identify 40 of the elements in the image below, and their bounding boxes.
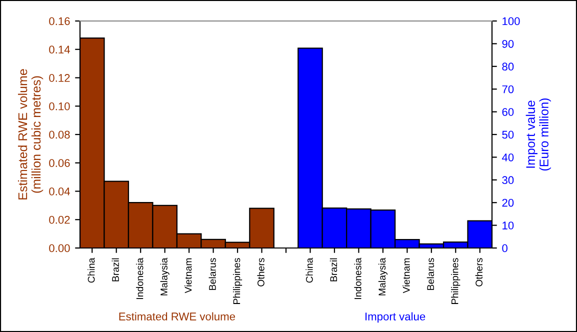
x-tick-label: Belarus: [426, 258, 434, 290]
x-tick-label: Belarus: [208, 258, 216, 290]
y2-tick-label: 60: [502, 108, 514, 116]
y2-tick-label: 30: [502, 176, 514, 184]
y-tick-label: 0.14: [49, 46, 70, 54]
y2-tick-label: 40: [502, 153, 514, 162]
x-tick-label: Indonesia: [136, 258, 144, 299]
y-tick-label: 0.04: [49, 188, 70, 196]
y-tick-label: 0.12: [49, 74, 70, 82]
y-tick-label: 0.00: [49, 244, 70, 252]
y-tick-label: 0.06: [49, 159, 70, 168]
y2-tick-label: 0: [502, 244, 508, 252]
y2-tick-label: 50: [502, 130, 514, 139]
x-tick-label: Malaysia: [378, 258, 388, 296]
y2-tick-label: 100: [502, 17, 520, 26]
y-tick-label: 0.08: [49, 130, 70, 139]
y-tick-label: 0.16: [49, 17, 70, 26]
x-tick-label: Others: [257, 258, 264, 286]
x-tick-label: Philippines: [451, 258, 460, 304]
x-tick-label: Brazil: [330, 258, 338, 282]
x-tick-label: Philippines: [233, 258, 242, 304]
y-axis-title: Estimated RWE volume (million cubic metres): [18, 69, 44, 200]
x-tick-label: Indonesia: [354, 258, 362, 299]
y2-tick-label: 80: [502, 62, 514, 71]
text: Import value: [366, 312, 426, 323]
y2-axis-title: Import value (Euro million): [526, 98, 551, 171]
y-tick-label: 0.02: [49, 216, 70, 224]
x-tick-label: China: [88, 258, 95, 283]
y2-tick-label: 20: [502, 198, 514, 207]
y2-tick-label: 90: [502, 40, 514, 48]
x-tick-label: Vietnam: [184, 258, 192, 294]
x-tick-label: Vietnam: [402, 258, 410, 294]
x-tick-label: China: [306, 258, 313, 283]
y2-tick-label: 70: [502, 85, 514, 94]
x-tick-label: Brazil: [112, 258, 119, 282]
x-tick-label: Malaysia: [160, 258, 170, 296]
text: Estimated RWE volume: [119, 312, 236, 320]
y2-tick-label: 10: [502, 222, 514, 230]
x-tick-label: Others: [475, 258, 482, 286]
y-tick-label: 0.10: [49, 102, 70, 110]
